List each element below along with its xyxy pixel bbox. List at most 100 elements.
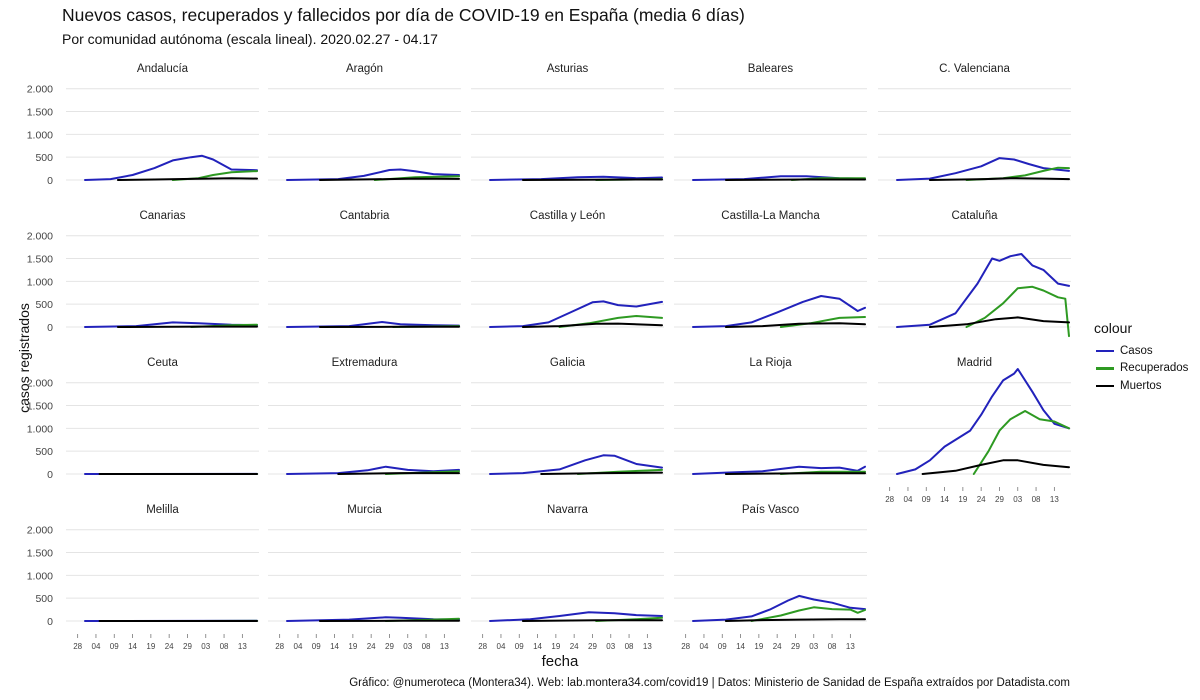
series-line-pais-vasco-recuperados (750, 606, 866, 622)
series-line-galicia-muertos (540, 471, 663, 475)
series-line-castilla-la-mancha-recuperados (779, 316, 866, 328)
x-tick-label-melilla-8: 08 (220, 642, 229, 651)
y-tick-label-3-1500: 1.500 (27, 401, 53, 413)
x-tick-label-madrid-5: 24 (977, 495, 986, 504)
panel-title-ceuta: Ceuta (147, 357, 178, 369)
series-line-navarra-muertos (521, 619, 663, 622)
y-tick-label-1-1500: 1.500 (27, 107, 53, 119)
x-tick-label-melilla-7: 03 (201, 642, 210, 651)
legend-key-muertos (1096, 384, 1114, 387)
series-line-extremadura-muertos (337, 472, 460, 475)
x-tick-label-navarra-2: 09 (515, 642, 524, 651)
x-tick-label-navarra-8: 08 (625, 642, 634, 651)
series-line-aragon-casos (286, 168, 460, 181)
series-line-la-rioja-casos (692, 465, 866, 475)
x-tick-label-melilla-2: 09 (110, 642, 119, 651)
panel-title-aragon: Aragón (346, 63, 383, 75)
series-line-andalucia-casos (84, 154, 258, 181)
x-tick-label-madrid-4: 19 (958, 495, 967, 504)
panel-title-extremadura: Extremadura (332, 357, 398, 369)
x-tick-label-navarra-0: 28 (478, 642, 487, 651)
x-tick-label-melilla-4: 19 (146, 642, 155, 651)
x-tick-label-pais-vasco-0: 28 (681, 642, 690, 651)
x-tick-label-murcia-7: 03 (403, 642, 412, 651)
x-tick-label-melilla-3: 14 (128, 642, 137, 651)
x-tick-label-pais-vasco-5: 24 (773, 642, 782, 651)
panel-title-madrid: Madrid (957, 357, 992, 369)
series-line-aragon-muertos (318, 177, 460, 181)
legend-key-recuperados (1096, 367, 1114, 370)
legend-item-muertos: Muertos (1094, 377, 1188, 395)
series-line-cataluna-casos (896, 253, 1070, 328)
series-line-castilla-y-leon-muertos (521, 322, 663, 328)
y-tick-label-1-500: 500 (35, 152, 53, 164)
series-line-navarra-casos (489, 611, 663, 622)
series-line-cataluna-recuperados (965, 285, 1070, 338)
x-tick-label-navarra-1: 04 (497, 642, 506, 651)
series-line-la-rioja-muertos (724, 472, 866, 475)
x-tick-label-madrid-7: 03 (1013, 495, 1022, 504)
y-tick-label-3-500: 500 (35, 446, 53, 458)
y-tick-label-4-1500: 1.500 (27, 548, 53, 560)
panel-title-cantabria: Cantabria (340, 210, 390, 222)
x-tick-label-navarra-4: 19 (551, 642, 560, 651)
series-line-castilla-la-mancha-muertos (724, 322, 866, 328)
y-tick-label-4-2000: 2.000 (27, 525, 53, 537)
x-tick-label-madrid-0: 28 (885, 495, 894, 504)
series-line-galicia-casos (489, 454, 663, 475)
y-tick-label-1-0: 0 (47, 175, 53, 187)
panel-title-castilla-la-mancha: Castilla-La Mancha (721, 210, 820, 222)
x-tick-label-navarra-3: 14 (533, 642, 542, 651)
x-tick-label-murcia-6: 29 (385, 642, 394, 651)
x-tick-label-pais-vasco-8: 08 (828, 642, 837, 651)
legend-title: colour (1094, 320, 1133, 336)
x-tick-label-pais-vasco-3: 14 (736, 642, 745, 651)
legend-label-casos: Casos (1120, 344, 1153, 357)
legend-label-muertos: Muertos (1120, 379, 1162, 392)
y-tick-label-2-1000: 1.000 (27, 276, 53, 288)
chart-title: Nuevos casos, recuperados y fallecidos p… (62, 5, 745, 25)
y-tick-label-2-500: 500 (35, 299, 53, 311)
x-tick-label-pais-vasco-6: 29 (791, 642, 800, 651)
x-tick-label-pais-vasco-2: 09 (718, 642, 727, 651)
panel-title-canarias: Canarias (139, 210, 185, 222)
legend-item-recuperados: Recuperados (1094, 360, 1188, 378)
x-tick-label-madrid-9: 13 (1050, 495, 1059, 504)
x-tick-label-murcia-2: 09 (312, 642, 321, 651)
x-tick-label-murcia-4: 19 (348, 642, 357, 651)
y-tick-label-4-1000: 1.000 (27, 570, 53, 582)
series-line-castilla-y-leon-casos (489, 300, 663, 328)
panel-title-galicia: Galicia (550, 357, 586, 369)
x-tick-label-pais-vasco-9: 13 (846, 642, 855, 651)
x-tick-label-pais-vasco-7: 03 (809, 642, 818, 651)
x-tick-label-madrid-2: 09 (922, 495, 931, 504)
series-line-pais-vasco-casos (692, 594, 866, 622)
panel-title-c-valenciana: C. Valenciana (939, 63, 1010, 75)
panel-title-pais-vasco: País Vasco (742, 504, 799, 516)
legend-item-casos: Casos (1094, 342, 1188, 360)
y-tick-label-3-1000: 1.000 (27, 423, 53, 435)
legend-label-recuperados: Recuperados (1120, 362, 1189, 375)
x-tick-label-navarra-9: 13 (643, 642, 652, 651)
y-tick-label-2-2000: 2.000 (27, 231, 53, 243)
series-line-c-valenciana-casos (896, 157, 1070, 181)
panel-title-andalucia: Andalucía (137, 63, 189, 75)
chart-subtitle: Por comunidad autónoma (escala lineal). … (62, 31, 438, 47)
series-line-andalucia-muertos (116, 177, 258, 181)
x-tick-label-navarra-5: 24 (570, 642, 579, 651)
panel-title-baleares: Baleares (748, 63, 794, 75)
x-tick-label-madrid-6: 29 (995, 495, 1004, 504)
x-tick-label-madrid-8: 08 (1032, 495, 1041, 504)
legend: colour Casos Recuperados Muertos (1094, 320, 1188, 395)
x-tick-label-melilla-6: 29 (183, 642, 192, 651)
panel-title-murcia: Murcia (347, 504, 382, 516)
panel-title-melilla: Melilla (146, 504, 179, 516)
panel-title-castilla-y-leon: Castilla y León (530, 210, 605, 222)
series-line-pais-vasco-muertos (724, 618, 866, 622)
series-line-castilla-la-mancha-casos (692, 295, 866, 328)
y-tick-label-4-0: 0 (47, 616, 53, 628)
x-tick-label-murcia-9: 13 (440, 642, 449, 651)
x-tick-label-pais-vasco-4: 19 (754, 642, 763, 651)
y-tick-label-1-1000: 1.000 (27, 129, 53, 141)
